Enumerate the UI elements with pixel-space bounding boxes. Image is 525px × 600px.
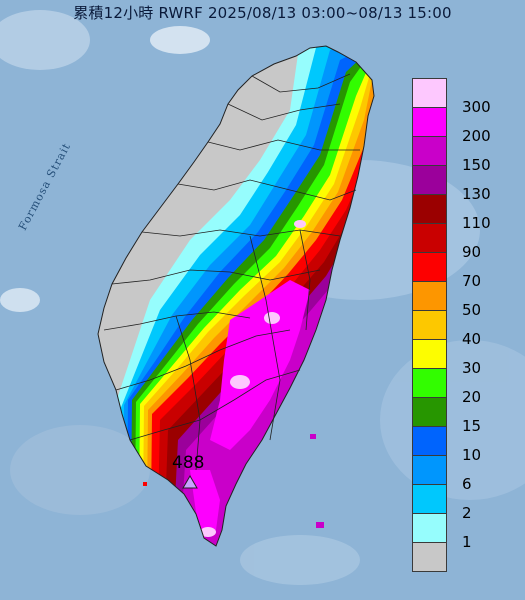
legend-swatch: [412, 542, 447, 572]
legend-label: 2: [462, 504, 472, 522]
legend-swatch: [412, 484, 447, 514]
legend-swatch: [412, 281, 447, 311]
legend-swatch: [412, 426, 447, 456]
county-boundaries: [103, 73, 360, 471]
legend-swatch: [412, 368, 447, 398]
legend-label: 70: [462, 272, 482, 290]
legend-label: 150: [462, 156, 491, 174]
legend-label: 200: [462, 127, 491, 145]
legend-label: 6: [462, 475, 472, 493]
legend-label: 110: [462, 214, 491, 232]
legend-swatch: [412, 397, 447, 427]
legend-swatch: [412, 310, 447, 340]
legend: 300 200 150 130 110 90 70 50 40 30 20 15 10 6 2 1: [412, 78, 520, 572]
legend-swatch: [412, 513, 447, 543]
legend-label: 90: [462, 243, 482, 261]
legend-label: 30: [462, 359, 482, 377]
legend-swatch: [412, 455, 447, 485]
legend-swatch: [412, 223, 447, 253]
legend-label: 10: [462, 446, 482, 464]
legend-swatch: [412, 339, 447, 369]
legend-swatch: [412, 252, 447, 282]
legend-swatch: [412, 194, 447, 224]
legend-label: 1: [462, 533, 472, 551]
legend-swatch: [412, 107, 447, 137]
triangle-marker-icon: [182, 475, 198, 489]
legend-label: 50: [462, 301, 482, 319]
map-title: 累積12小時 RWRF 2025/08/13 03:00~08/13 15:00: [73, 4, 452, 22]
legend-label: 130: [462, 185, 491, 203]
max-value-label: 488: [172, 453, 205, 473]
legend-swatch: [412, 136, 447, 166]
legend-label: 15: [462, 417, 482, 435]
sea-rain-spot: [316, 522, 324, 528]
legend-swatch: [412, 165, 447, 195]
sea-rain-spot: [310, 434, 316, 439]
legend-label: 20: [462, 388, 482, 406]
sea-rain-spot: [143, 482, 147, 486]
legend-label: 40: [462, 330, 482, 348]
legend-label: 300: [462, 98, 491, 116]
legend-swatch: [412, 78, 447, 108]
